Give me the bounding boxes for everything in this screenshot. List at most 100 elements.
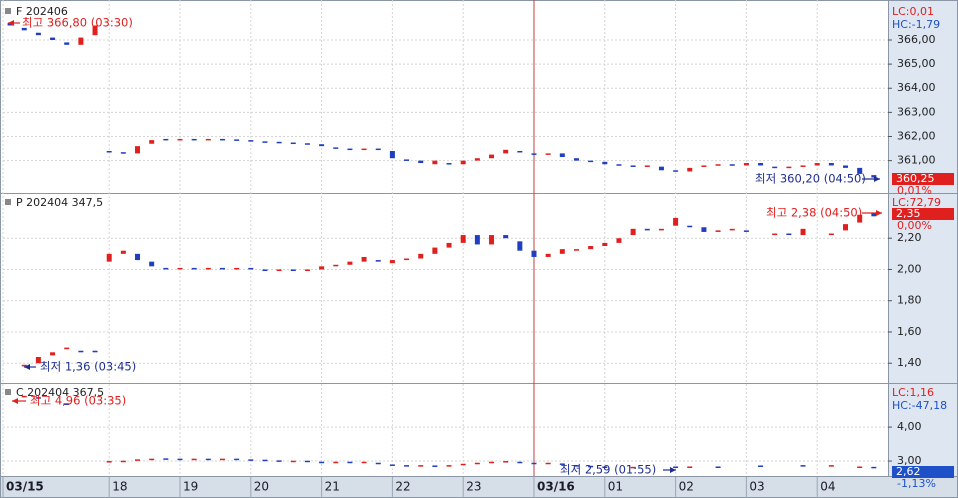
- candle: [120, 250, 126, 254]
- candle: [361, 461, 367, 464]
- candle: [389, 150, 395, 159]
- candle: [262, 141, 268, 143]
- candle: [857, 466, 863, 468]
- annotation: 최고 2,38 (04:50): [766, 206, 862, 220]
- candle: [531, 250, 537, 257]
- candle: [135, 146, 141, 154]
- panel-title: C 202404 367,5: [16, 386, 104, 399]
- candle: [545, 153, 551, 155]
- candle: [573, 158, 579, 161]
- y-tick-label: 4,00: [897, 420, 922, 433]
- candle: [205, 138, 211, 141]
- candle: [262, 459, 268, 462]
- annotation-arrowhead: [24, 364, 30, 370]
- candle: [319, 461, 325, 464]
- candle: [418, 465, 424, 467]
- candle: [843, 165, 849, 168]
- candle: [446, 465, 452, 467]
- candle: [644, 165, 650, 167]
- grid: [2, 0, 888, 476]
- candle: [432, 465, 438, 467]
- candle: [701, 227, 707, 232]
- candle: [715, 164, 721, 166]
- candle: [658, 166, 664, 171]
- candle: [531, 153, 537, 155]
- candle: [219, 267, 225, 270]
- candle: [177, 138, 183, 141]
- candle: [828, 233, 834, 236]
- y-tick-label: 361,00: [897, 154, 936, 167]
- candle: [262, 269, 268, 272]
- annotation: 최고 4,96 (03:35): [30, 394, 126, 408]
- candle: [304, 143, 310, 145]
- candle: [828, 465, 834, 467]
- candle: [35, 356, 41, 364]
- candle: [106, 253, 112, 262]
- candle: [474, 158, 480, 161]
- candle: [319, 266, 325, 270]
- candle: [418, 253, 424, 259]
- candle: [630, 165, 636, 167]
- candle: [616, 164, 622, 166]
- x-tick-label: 20: [254, 480, 269, 494]
- candle: [489, 235, 495, 245]
- lc-label: LC:1,16: [892, 386, 934, 399]
- change-label: 0,00%: [897, 219, 932, 232]
- lc-label: LC:72,79: [892, 196, 941, 209]
- y-tick-label: 362,00: [897, 130, 936, 143]
- candle: [800, 228, 806, 236]
- candle: [404, 465, 410, 467]
- candle: [276, 460, 282, 462]
- candle: [163, 267, 169, 270]
- candle: [290, 460, 296, 463]
- candle: [573, 249, 579, 251]
- candle: [92, 350, 98, 353]
- candle: [800, 165, 806, 167]
- candle: [432, 160, 438, 165]
- y-tick-label: 2,20: [897, 231, 922, 244]
- annotation: 최저 360,20 (04:50): [755, 172, 866, 186]
- candle: [120, 460, 126, 463]
- candle: [177, 458, 183, 461]
- candle: [319, 144, 325, 147]
- title-marker: [5, 389, 11, 395]
- y-tick-label: 1,40: [897, 356, 922, 369]
- title-marker: [5, 8, 11, 14]
- candle: [871, 175, 877, 178]
- candle: [460, 235, 466, 243]
- candle: [602, 242, 608, 247]
- candle: [191, 458, 197, 461]
- candle: [673, 217, 679, 226]
- annotation: 최저 1,36 (03:45): [40, 360, 136, 374]
- candle: [460, 160, 466, 165]
- panel-title: F 202406: [16, 5, 68, 18]
- candle: [630, 466, 636, 469]
- candle: [446, 163, 452, 165]
- x-tick-label: 01: [608, 480, 623, 494]
- candle: [559, 249, 565, 254]
- y-tick-label: 364,00: [897, 81, 936, 94]
- candle: [474, 462, 480, 465]
- annotation-arrowhead: [670, 467, 676, 473]
- candle: [375, 148, 381, 151]
- candle: [219, 138, 225, 141]
- last-price: 2,35: [896, 207, 921, 220]
- candle: [857, 167, 863, 174]
- candle: [177, 267, 183, 270]
- change-label: 0,01%: [897, 184, 932, 197]
- candle: [135, 459, 141, 461]
- candle: [248, 267, 254, 270]
- candle: [276, 269, 282, 272]
- candle: [503, 461, 509, 463]
- time-axis-bar: [0, 477, 958, 498]
- y-tick-label: 363,00: [897, 105, 936, 118]
- x-tick-label: 18: [112, 480, 127, 494]
- candle: [489, 461, 495, 464]
- last-price-box: [892, 466, 954, 478]
- candle: [758, 163, 764, 166]
- candle: [814, 163, 820, 166]
- candle: [361, 256, 367, 262]
- candle: [64, 42, 70, 45]
